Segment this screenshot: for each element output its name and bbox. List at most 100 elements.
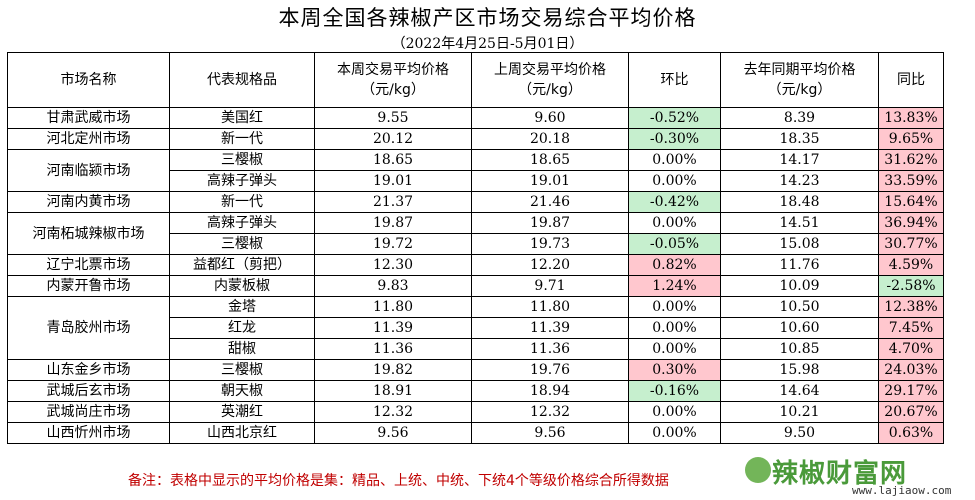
last-year-price-cell: 10.50 — [720, 296, 879, 318]
yoy-change-cell: 0.63% — [878, 422, 944, 444]
last-week-price-cell: 9.60 — [471, 107, 629, 129]
market-name-cell: 河南柘城辣椒市场 — [7, 212, 170, 255]
table-row: 山东金乡市场 三樱椒 19.82 19.76 0.30% 15.98 24.03% — [7, 359, 944, 381]
wow-change-cell: 0.00% — [628, 212, 721, 234]
this-week-price-cell: 19.87 — [314, 212, 472, 234]
wow-change-cell: 0.82% — [628, 254, 721, 276]
date-range: （2022年4月25日-5月01日） — [391, 36, 584, 52]
last-year-price-cell: 9.50 — [720, 422, 879, 444]
last-year-price-cell: 10.85 — [720, 338, 879, 360]
header-last-week: 上周交易平均价格 （元/kg） — [471, 52, 629, 108]
table-row: 武城后玄市场 朝天椒 18.91 18.94 -0.16% 14.64 29.17% — [7, 380, 944, 402]
wow-change-cell: 0.00% — [628, 401, 721, 423]
table-row: 甜椒 11.36 11.36 0.00% 10.85 4.70% — [8, 338, 944, 360]
wow-change-cell: 0.00% — [628, 149, 721, 171]
this-week-price-cell: 12.30 — [314, 254, 472, 276]
this-week-price-cell: 9.55 — [314, 107, 472, 129]
market-name-cell: 山东金乡市场 — [7, 359, 170, 381]
yoy-change-cell: -2.58% — [878, 275, 944, 297]
last-week-price-cell: 11.36 — [471, 338, 629, 360]
last-year-price-cell: 14.17 — [720, 149, 879, 171]
page-title: 本周全国各辣椒产区市场交易综合平均价格 — [278, 6, 697, 30]
spec-cell: 山西北京红 — [169, 422, 315, 444]
last-week-price-cell: 11.80 — [471, 296, 629, 318]
this-week-price-cell: 19.82 — [314, 359, 472, 381]
spec-cell: 三樱椒 — [169, 359, 315, 381]
wow-change-cell: 0.30% — [628, 359, 721, 381]
yoy-change-cell: 15.64% — [878, 191, 944, 213]
last-year-price-cell: 18.35 — [720, 128, 879, 150]
last-week-price-cell: 12.20 — [471, 254, 629, 276]
last-week-price-cell: 9.56 — [471, 422, 629, 444]
header-row: 市场名称 代表规格品 本周交易平均价格 （元/kg） 上周交易平均价格 （元/kg）… — [7, 52, 944, 108]
table-row: 河南柘城辣椒市场 高辣子弹头 19.87 19.87 0.00% 14.51 36.94% — [7, 212, 944, 255]
table-row: 武城尚庄市场 英潮红 12.32 12.32 0.00% 10.21 20.67% — [7, 401, 944, 423]
table-row: 河北定州市场 新一代 20.12 20.18 -0.30% 18.35 9.65% — [7, 128, 944, 150]
market-name-cell: 辽宁北票市场 — [7, 254, 170, 276]
last-year-price-cell: 14.64 — [720, 380, 879, 402]
yoy-change-cell: 31.62% — [878, 149, 944, 171]
wow-change-cell: -0.52% — [628, 107, 721, 129]
yoy-change-cell: 4.70% — [878, 338, 944, 360]
market-name-cell: 青岛胶州市场 — [7, 296, 170, 360]
spec-cell: 新一代 — [169, 191, 315, 213]
last-year-price-cell: 14.51 — [720, 212, 879, 234]
yoy-change-cell: 24.03% — [878, 359, 944, 381]
header-wow: 环比 — [628, 52, 721, 108]
yoy-change-cell: 30.77% — [878, 233, 944, 255]
spec-cell: 美国红 — [169, 107, 315, 129]
spec-cell: 金塔 — [169, 296, 315, 318]
watermark-logo-icon — [745, 457, 771, 483]
market-name-cell: 武城后玄市场 — [7, 380, 170, 402]
yoy-change-cell: 33.59% — [878, 170, 944, 192]
market-name-cell: 河南临颍市场 — [7, 149, 170, 192]
spec-cell: 高辣子弹头 — [169, 170, 315, 192]
spec-cell: 朝天椒 — [169, 380, 315, 402]
this-week-price-cell: 11.36 — [314, 338, 472, 360]
table-row: 红龙 11.39 11.39 0.00% 10.60 7.45% — [8, 317, 944, 339]
last-year-price-cell: 10.60 — [720, 317, 879, 339]
spec-cell: 英潮红 — [169, 401, 315, 423]
wow-change-cell: 0.00% — [628, 317, 721, 339]
market-name-cell: 内蒙开鲁市场 — [7, 275, 170, 297]
market-name-cell: 武城尚庄市场 — [7, 401, 170, 423]
table-row: 青岛胶州市场 金塔 11.80 11.80 0.00% 10.50 12.38% — [7, 296, 944, 360]
table-row: 辽宁北票市场 益都红（剪把） 12.30 12.20 0.82% 11.76 4.59% — [7, 254, 944, 276]
wow-change-cell: -0.30% — [628, 128, 721, 150]
this-week-price-cell: 18.91 — [314, 380, 472, 402]
last-week-price-cell: 18.94 — [471, 380, 629, 402]
table-row: 山西忻州市场 山西北京红 9.56 9.56 0.00% 9.50 0.63% — [7, 422, 944, 444]
yoy-change-cell: 36.94% — [878, 212, 944, 234]
table-row: 河南临颍市场 三樱椒 18.65 18.65 0.00% 14.17 31.62% — [7, 149, 944, 192]
this-week-price-cell: 19.72 — [314, 233, 472, 255]
spec-cell: 红龙 — [169, 317, 315, 339]
this-week-price-cell: 9.83 — [314, 275, 472, 297]
last-week-price-cell: 21.46 — [471, 191, 629, 213]
table-row: 三樱椒 19.72 19.73 -0.05% 15.08 30.77% — [8, 233, 944, 255]
wow-change-cell: 0.00% — [628, 170, 721, 192]
market-name-cell: 河南内黄市场 — [7, 191, 170, 213]
watermark-text: 辣椒财富网 — [772, 459, 908, 489]
last-week-price-cell: 19.01 — [471, 170, 629, 192]
header-market: 市场名称 — [7, 52, 170, 108]
last-year-price-cell: 10.09 — [720, 275, 879, 297]
last-year-price-cell: 18.48 — [720, 191, 879, 213]
this-week-price-cell: 18.65 — [314, 149, 472, 171]
spec-cell: 高辣子弹头 — [169, 212, 315, 234]
yoy-change-cell: 9.65% — [878, 128, 944, 150]
wow-change-cell: -0.16% — [628, 380, 721, 402]
last-year-price-cell: 8.39 — [720, 107, 879, 129]
last-week-price-cell: 11.39 — [471, 317, 629, 339]
wow-change-cell: 0.00% — [628, 422, 721, 444]
table-row: 内蒙开鲁市场 内蒙板椒 9.83 9.71 1.24% 10.09 -2.58% — [7, 275, 944, 297]
spec-cell: 内蒙板椒 — [169, 275, 315, 297]
this-week-price-cell: 11.39 — [314, 317, 472, 339]
last-year-price-cell: 15.98 — [720, 359, 879, 381]
this-week-price-cell: 12.32 — [314, 401, 472, 423]
spec-cell: 甜椒 — [169, 338, 315, 360]
price-table: 市场名称 代表规格品 本周交易平均价格 （元/kg） 上周交易平均价格 （元/kg）… — [7, 52, 944, 444]
yoy-change-cell: 20.67% — [878, 401, 944, 423]
header-spec: 代表规格品 — [169, 52, 315, 108]
last-year-price-cell: 15.08 — [720, 233, 879, 255]
wow-change-cell: 0.00% — [628, 296, 721, 318]
